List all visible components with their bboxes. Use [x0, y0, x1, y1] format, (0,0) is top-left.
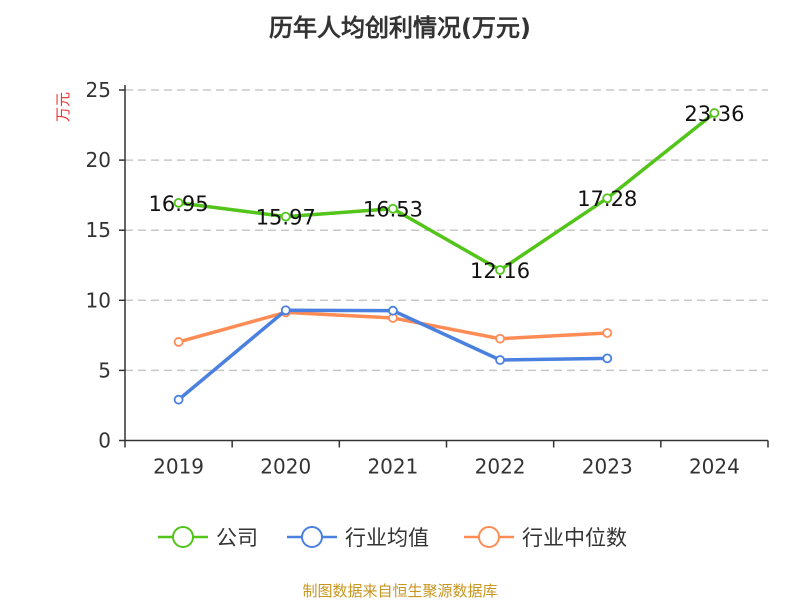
data-label: 16.95	[149, 192, 209, 216]
data-point	[495, 333, 505, 344]
x-tick-label: 2021	[367, 455, 418, 479]
x-tick-label: 2019	[153, 455, 204, 479]
data-point	[173, 337, 184, 347]
data-point	[709, 108, 720, 118]
data-point	[388, 305, 398, 316]
legend-marker	[478, 526, 500, 548]
legend-marker	[301, 526, 323, 548]
y-tick-label: 20	[86, 148, 111, 172]
legend-label: 公司	[216, 526, 258, 550]
data-point	[602, 328, 613, 338]
legend-label: 行业中位数	[522, 526, 627, 550]
data-point	[495, 265, 505, 275]
data-point	[280, 211, 291, 222]
y-tick-label: 0	[98, 429, 111, 453]
data-label: 16.53	[363, 198, 423, 222]
data-point	[495, 355, 505, 365]
data-point	[388, 203, 398, 214]
y-tick-label: 15	[86, 218, 111, 242]
data-point	[173, 197, 184, 208]
data-point	[280, 305, 291, 316]
series-line	[178, 111, 716, 273]
legend-marker	[172, 526, 194, 548]
data-label: 17.28	[577, 187, 637, 211]
data-point	[173, 394, 184, 405]
x-tick-label: 2023	[582, 455, 633, 479]
x-tick-label: 2024	[689, 455, 740, 479]
y-tick-label: 10	[86, 288, 111, 312]
y-tick-label: 25	[86, 78, 111, 102]
data-label: 15.97	[256, 206, 316, 230]
legend-label: 行业均值	[345, 526, 429, 550]
data-label: 12.16	[470, 259, 530, 283]
y-tick-label: 5	[98, 358, 111, 382]
x-tick-label: 2020	[260, 455, 311, 479]
x-tick-label: 2022	[475, 455, 526, 479]
data-point	[602, 193, 613, 204]
data-label: 23.36	[684, 102, 744, 126]
source-note: 制图数据来自恒生聚源数据库	[302, 582, 498, 600]
data-point	[602, 353, 613, 364]
chart-title: 历年人均创利情况(万元)	[269, 14, 531, 42]
